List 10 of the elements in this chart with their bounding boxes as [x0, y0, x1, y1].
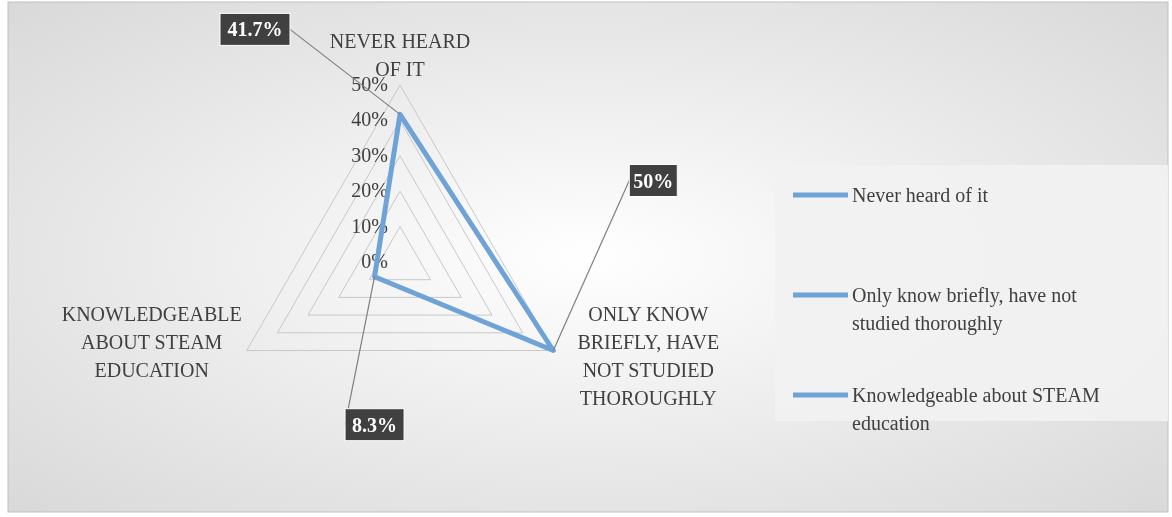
y-tick-label: 40% [351, 108, 388, 131]
text: Never heard of it [852, 184, 989, 206]
data-label: 8.3% [352, 413, 398, 436]
data-label: 41.7% [227, 18, 283, 41]
spoke-label: KNOWLEDGEABLE ABOUT STEAM EDUCATION [61, 302, 242, 381]
text: Only know briefly, have not studied thoroughly [852, 284, 1078, 335]
text: Knowledgeable about STEAM education [852, 384, 1100, 434]
y-tick-label: 30% [351, 143, 388, 166]
data-label: 50% [633, 169, 674, 192]
spoke-label: ONLY KNOW BRIEFLY, HAVE NOT STUDIED THOROUGHLY [577, 302, 720, 409]
